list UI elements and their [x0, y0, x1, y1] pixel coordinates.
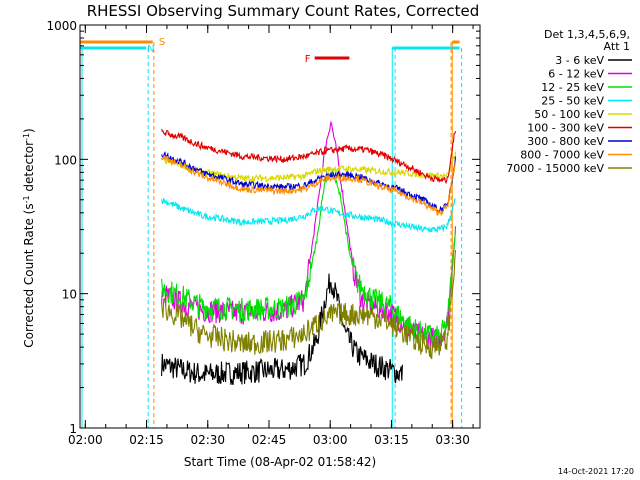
series-line — [161, 155, 457, 217]
y-tick-label: 1000 — [46, 19, 77, 33]
legend-label: 300 - 800 keV — [527, 135, 604, 148]
legend-header: Att 1 — [604, 40, 630, 53]
chart-title: RHESSI Observing Summary Count Rates, Co… — [87, 2, 480, 20]
series-line — [161, 169, 457, 348]
f-label: F — [305, 54, 311, 65]
svg-text:Corrected Count Rate (s-1 dete: Corrected Count Rate (s-1 detector-1) — [22, 128, 37, 347]
y-tick-label: 10 — [62, 288, 77, 302]
axes-layer: 02:00 02:15 02:30 02:45 03:00 03:15 03:30 1 10 10… — [46, 19, 481, 447]
x-tick-label: 03:15 — [374, 433, 409, 447]
legend-label: 7000 - 15000 keV — [506, 162, 604, 175]
y-tick-label: 1 — [69, 422, 77, 436]
n-label: N — [147, 44, 154, 55]
legend-label: 6 - 12 keV — [548, 68, 604, 81]
series-layer — [161, 120, 457, 386]
y-tick-label: 100 — [54, 153, 77, 167]
series-line — [161, 198, 456, 234]
series-line — [161, 151, 457, 214]
legend-label: 100 - 300 keV — [527, 122, 604, 135]
x-tick-label: 02:00 — [68, 433, 103, 447]
series-line — [161, 273, 403, 386]
y-axis-label: Corrected Count Rate (s-1 detector-1) — [22, 128, 37, 347]
legend-label: 50 - 100 keV — [534, 108, 604, 121]
x-tick-label: 02:45 — [252, 433, 287, 447]
legend-label: 800 - 7000 keV — [520, 149, 604, 162]
x-tick-label: 03:30 — [435, 433, 470, 447]
plot-frame — [79, 24, 481, 429]
s-label: S — [159, 37, 165, 48]
legend-header: Det 1,3,4,5,6,9, — [544, 28, 630, 41]
x-axis-label: Start Time (08-Apr-02 01:58:42) — [184, 455, 376, 469]
x-tick-label: 02:30 — [190, 433, 225, 447]
legend-label: 12 - 25 keV — [541, 81, 604, 94]
timestamp: 14-Oct-2021 17:20 — [558, 467, 634, 476]
legend-label: 25 - 50 keV — [541, 95, 604, 108]
series-line — [161, 128, 457, 185]
x-tick-label: 02:15 — [129, 433, 164, 447]
x-tick-label: 03:00 — [313, 433, 348, 447]
legend-label: 3 - 6 keV — [555, 54, 604, 67]
series-line — [161, 249, 457, 360]
